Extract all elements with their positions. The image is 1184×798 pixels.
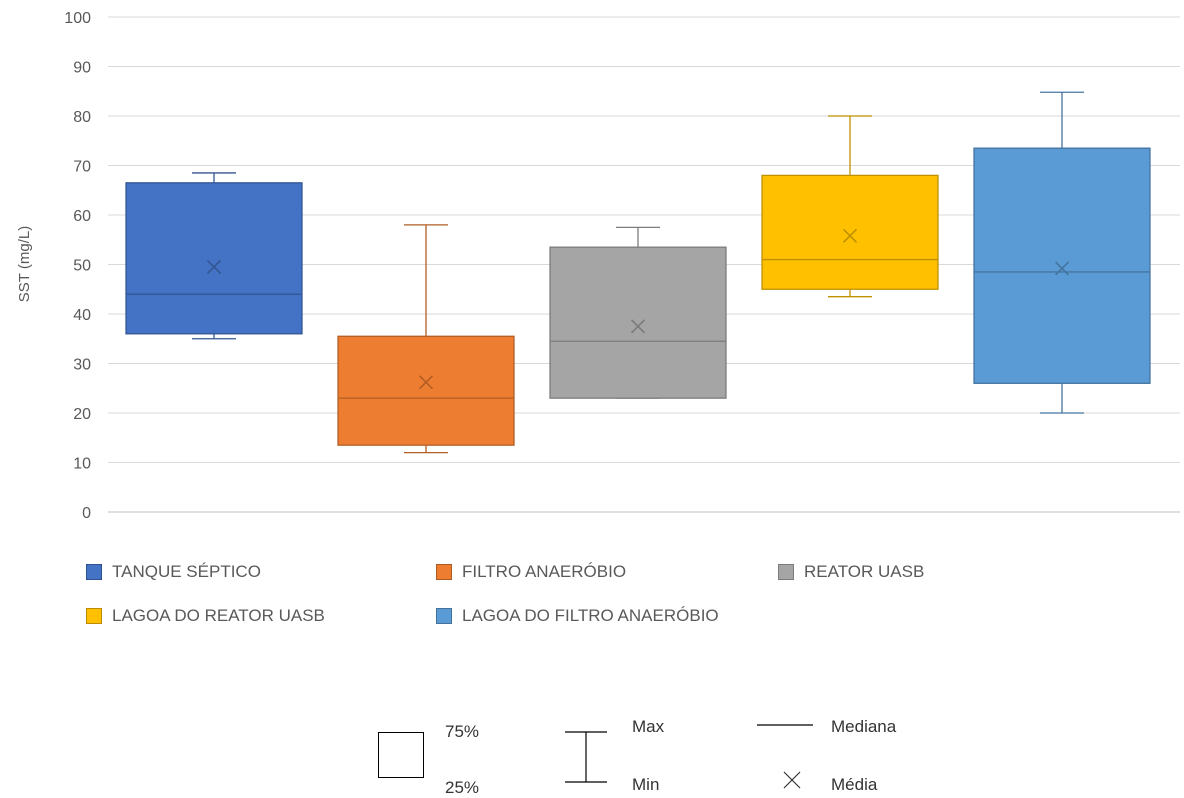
y-tick-label: 80 [73, 109, 91, 126]
quartile-box-icon [378, 732, 424, 778]
key-max-label: Max [632, 717, 665, 736]
mean-x-icon [783, 771, 801, 789]
legend-item-lagoa-do-reator-uasb[interactable]: LAGOA DO REATOR UASB [86, 606, 325, 626]
legend-swatch [86, 564, 102, 580]
mean-marker [1054, 261, 1070, 276]
y-tick-label: 20 [73, 406, 91, 423]
y-tick-label: 60 [73, 208, 91, 225]
legend-label: REATOR UASB [804, 562, 925, 581]
mean-marker [630, 319, 646, 334]
y-axis-label: SST (mg/L) [16, 226, 33, 302]
mean-marker [418, 375, 434, 390]
box-plot-chart: 0 10 20 30 40 50 60 70 80 90 100 SST (mg/L) [16, 10, 1180, 522]
key-q3-label: 75% [445, 722, 480, 741]
legend-item-reator-uasb[interactable]: REATOR UASB [778, 562, 924, 582]
box-5[interactable] [973, 91, 1151, 414]
y-axis-ticks: 0 10 20 30 40 50 60 70 80 90 100 [64, 10, 91, 522]
legend-swatch [436, 564, 452, 580]
box-series [125, 91, 1151, 454]
box-4[interactable] [761, 115, 939, 298]
legend-item-lagoa-do-filtro-anaerobio[interactable]: LAGOA DO FILTRO ANAERÓBIO [436, 606, 719, 626]
legend-swatch [86, 608, 102, 624]
legend-swatch [778, 564, 794, 580]
y-tick-label: 50 [73, 258, 91, 275]
box-1[interactable] [125, 172, 303, 340]
quartile-box [337, 335, 515, 446]
key-min-label: Min [632, 775, 660, 794]
legend-item-tanque-septico[interactable]: TANQUE SÉPTICO [86, 562, 261, 582]
legend-label: FILTRO ANAERÓBIO [462, 562, 627, 581]
y-tick-label: 100 [64, 10, 91, 27]
legend-label: TANQUE SÉPTICO [112, 562, 261, 581]
key-median-label: Mediana [831, 717, 897, 736]
y-tick-label: 40 [73, 307, 91, 324]
key-q1-label: 25% [445, 778, 480, 797]
quartile-box [125, 182, 303, 335]
quartile-box [973, 147, 1151, 384]
mean-marker [206, 259, 222, 275]
y-tick-label: 90 [73, 60, 91, 77]
y-tick-label: 30 [73, 357, 91, 374]
box-3[interactable] [549, 226, 727, 399]
quartile-box [549, 246, 727, 399]
y-tick-label: 0 [82, 505, 91, 522]
mean-marker [842, 228, 858, 243]
box-2[interactable] [337, 224, 515, 454]
y-tick-label: 70 [73, 159, 91, 176]
boxplot-key: 75% 25% Max Min Mediana Média [0, 700, 1184, 797]
legend: TANQUE SÉPTICO FILTRO ANAERÓBIO REATOR U… [86, 556, 1086, 636]
legend-item-filtro-anaerobio[interactable]: FILTRO ANAERÓBIO [436, 562, 626, 582]
median-line-icon [757, 724, 813, 726]
legend-swatch [436, 608, 452, 624]
y-tick-label: 10 [73, 456, 91, 473]
legend-label: LAGOA DO REATOR UASB [112, 606, 325, 625]
legend-label: LAGOA DO FILTRO ANAERÓBIO [462, 606, 719, 625]
whisker-icon [565, 731, 607, 783]
quartile-box [761, 174, 939, 290]
key-mean-label: Média [831, 775, 878, 794]
